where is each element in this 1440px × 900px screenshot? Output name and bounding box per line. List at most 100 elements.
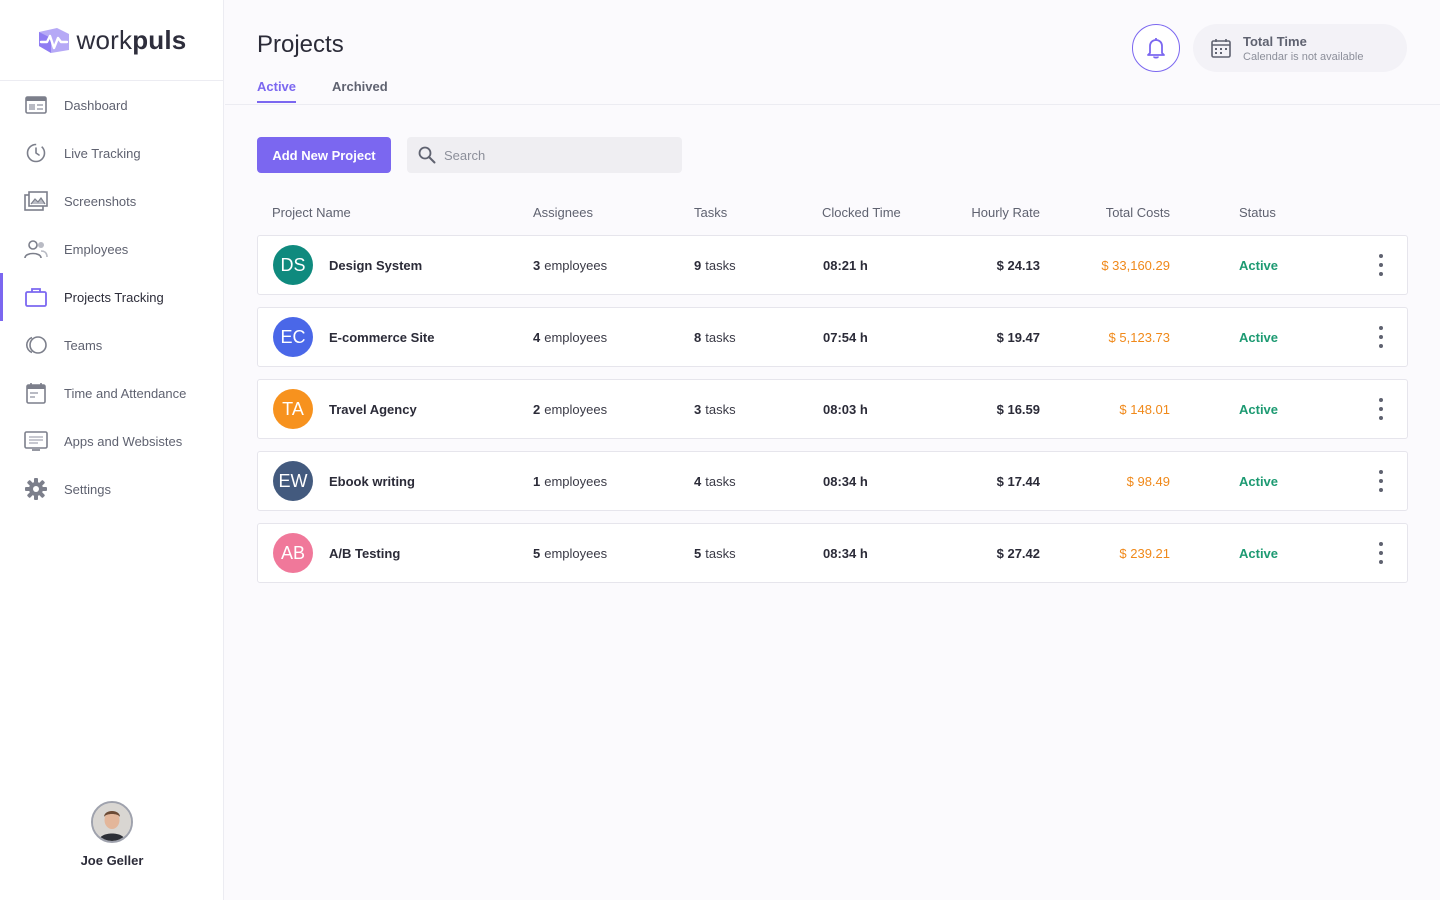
sidebar-item-label: Employees [64,241,129,257]
tasks-cell: 9 tasks [694,258,736,273]
notifications-button[interactable] [1132,24,1180,72]
assignees-cell: 1 employees [533,474,608,489]
total-time-title: Total Time [1243,33,1307,49]
table-row[interactable]: EW Ebook writing 1 employees 4 tasks 08:34… [257,451,1408,511]
project-avatar: AB [273,533,313,573]
status-badge: Active [1239,258,1279,273]
sidebar-item-label: Apps and Websistes [64,433,183,449]
tab-active[interactable]: Active [257,79,297,103]
more-options-icon[interactable] [1371,398,1391,420]
total-costs-cell: $ 5,123.73 [1108,330,1170,345]
clocked-time-cell: 08:34 h [823,474,868,489]
project-name[interactable]: A/B Testing [329,546,401,561]
project-avatar: DS [273,245,313,285]
total-costs-cell: $ 148.01 [1119,402,1170,417]
add-new-project-button[interactable]: Add New Project [257,137,391,173]
total-time-widget[interactable]: Total Time Calendar is not available [1193,24,1407,72]
calendar-icon [24,381,48,405]
table-header: Project Name Assignees Tasks Clocked Tim… [257,200,1408,224]
tasks-cell: 4 tasks [694,474,736,489]
total-costs-cell: $ 98.49 [1126,474,1170,489]
tasks-cell: 3 tasks [694,402,736,417]
workpuls-logo-icon [38,28,69,53]
page-header: Projects Active Archived Total Time Cale… [225,0,1440,105]
bell-icon [1147,38,1165,59]
sidebar-item-label: Projects Tracking [64,289,164,305]
project-name[interactable]: E-commerce Site [329,330,435,345]
sidebar-item-apps-and-websites[interactable]: Apps and Websistes [0,417,223,465]
briefcase-icon [24,285,48,309]
column-header-tasks[interactable]: Tasks [694,205,728,220]
assignees-cell: 3 employees [533,258,608,273]
sidebar-item-label: Teams [64,337,103,353]
status-badge: Active [1239,546,1279,561]
status-badge: Active [1239,474,1279,489]
employees-icon [24,237,48,261]
clocked-time-cell: 08:03 h [823,402,868,417]
sidebar-item-label: Live Tracking [64,145,141,161]
more-options-icon[interactable] [1371,542,1391,564]
tasks-cell: 5 tasks [694,546,736,561]
status-badge: Active [1239,402,1279,417]
search-icon [418,146,436,164]
column-header-status[interactable]: Status [1239,205,1276,220]
calendar-icon [1211,39,1231,58]
project-name[interactable]: Ebook writing [329,474,415,489]
total-costs-cell: $ 239.21 [1119,546,1170,561]
hourly-rate-cell: $ 16.59 [996,402,1040,417]
table-row[interactable]: EC E-commerce Site 4 employees 8 tasks 07:… [257,307,1408,367]
user-photo-icon [93,803,131,841]
assignees-cell: 5 employees [533,546,608,561]
column-header-project-name[interactable]: Project Name [272,205,351,220]
sidebar: workpuls Dashboard Live Tracking Screens… [0,0,224,900]
tab-archived[interactable]: Archived [332,79,388,94]
more-options-icon[interactable] [1371,254,1391,276]
apps-icon [24,429,48,453]
hourly-rate-cell: $ 17.44 [996,474,1040,489]
user-name: Joe Geller [80,853,144,868]
page-title: Projects [257,31,344,58]
hourly-rate-cell: $ 24.13 [996,258,1040,273]
sidebar-item-screenshots[interactable]: Screenshots [0,177,223,225]
more-options-icon[interactable] [1371,470,1391,492]
table-row[interactable]: DS Design System 3 employees 9 tasks 08:21… [257,235,1408,295]
sidebar-item-label: Dashboard [64,97,128,113]
project-name[interactable]: Design System [329,258,423,273]
total-costs-cell: $ 33,160.29 [1101,258,1170,273]
clocked-time-cell: 08:34 h [823,546,868,561]
sidebar-item-teams[interactable]: Teams [0,321,223,369]
user-profile[interactable]: Joe Geller [0,801,224,868]
dashboard-icon [24,93,48,117]
sidebar-item-time-and-attendance[interactable]: Time and Attendance [0,369,223,417]
project-list: DS Design System 3 employees 9 tasks 08:21… [257,235,1408,595]
clocked-time-cell: 07:54 h [823,330,868,345]
column-header-hourly-rate[interactable]: Hourly Rate [971,205,1040,220]
sidebar-item-projects-tracking[interactable]: Projects Tracking [0,273,223,321]
table-row[interactable]: TA Travel Agency 2 employees 3 tasks 08:03… [257,379,1408,439]
logo-text: workpuls [76,24,187,55]
hourly-rate-cell: $ 27.42 [996,546,1040,561]
sidebar-item-employees[interactable]: Employees [0,225,223,273]
sidebar-nav: Dashboard Live Tracking Screenshots Empl… [0,81,223,513]
avatar[interactable] [91,801,133,843]
tabs: Active Archived [257,79,388,103]
sidebar-item-label: Time and Attendance [64,385,187,401]
assignees-cell: 4 employees [533,330,608,345]
project-name[interactable]: Travel Agency [329,402,417,417]
sidebar-item-dashboard[interactable]: Dashboard [0,81,223,129]
column-header-assignees[interactable]: Assignees [533,205,593,220]
sidebar-item-settings[interactable]: Settings [0,465,223,513]
search-input[interactable] [444,147,664,163]
clocked-time-cell: 08:21 h [823,258,868,273]
screenshots-icon [24,189,48,213]
gear-icon [24,477,48,501]
sidebar-item-live-tracking[interactable]: Live Tracking [0,129,223,177]
more-options-icon[interactable] [1371,326,1391,348]
column-header-total-costs[interactable]: Total Costs [1105,205,1170,220]
search-box[interactable] [407,137,682,173]
hourly-rate-cell: $ 19.47 [996,330,1040,345]
logo[interactable]: workpuls [0,0,223,81]
sidebar-item-label: Settings [64,481,111,497]
column-header-clocked-time[interactable]: Clocked Time [822,205,901,220]
table-row[interactable]: AB A/B Testing 5 employees 5 tasks 08:34 h… [257,523,1408,583]
